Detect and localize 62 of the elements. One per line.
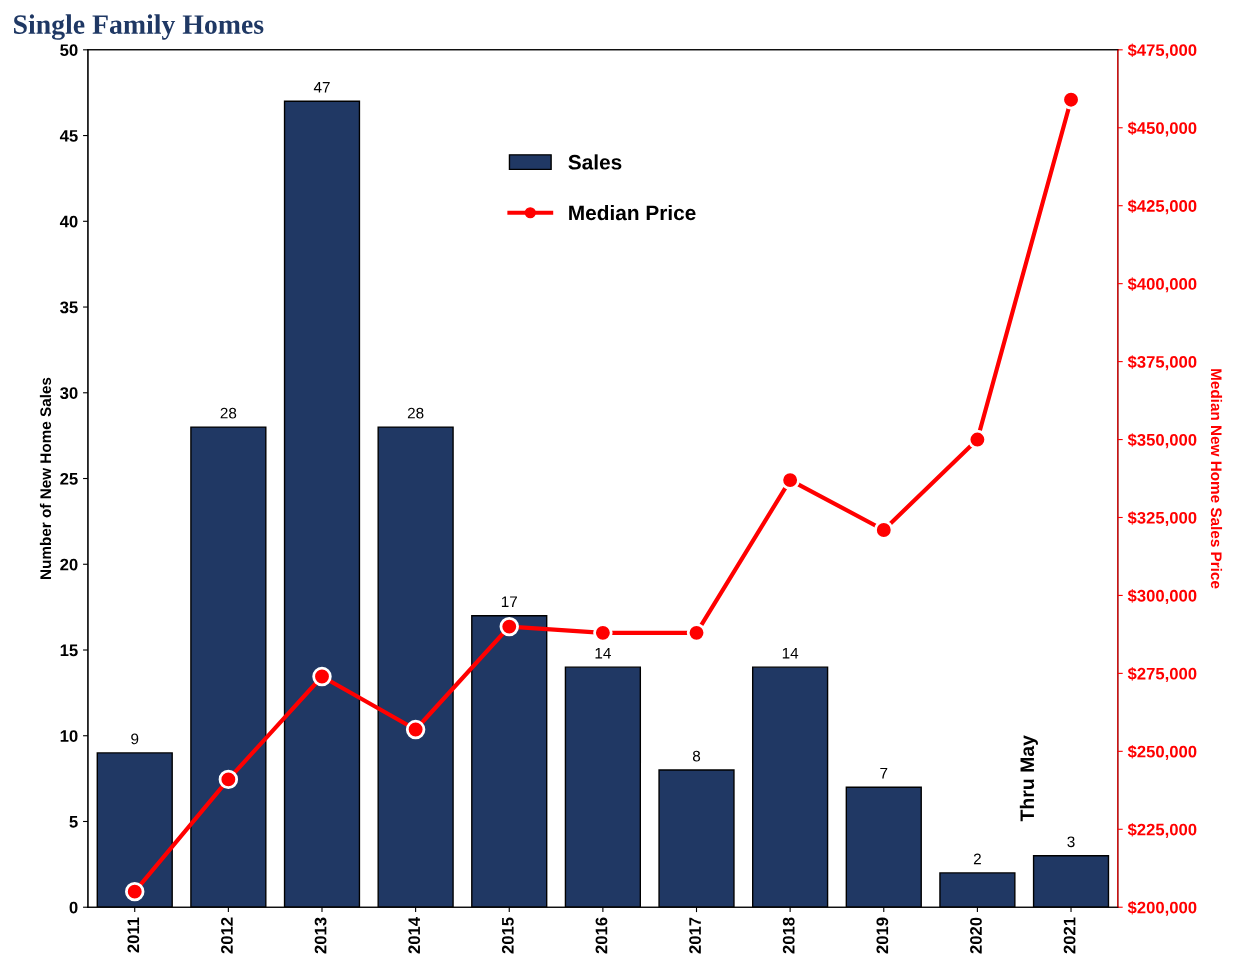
x-tick-label: 2021	[1063, 917, 1076, 954]
y-tick-label: 40	[59, 215, 78, 228]
data-label: 9	[131, 733, 139, 745]
data-label: 7	[880, 767, 888, 779]
data-label: 28	[407, 407, 424, 419]
point	[967, 429, 988, 450]
x-tick-label: 2019	[876, 917, 889, 954]
y-tick-label: 5	[69, 816, 78, 828]
y-tick-label: 35	[60, 301, 78, 314]
y-tick-label: 15	[60, 644, 78, 657]
chart-title: Single Family Homes	[14, 14, 264, 40]
y-tick-label: 30	[60, 387, 78, 400]
point	[1061, 89, 1081, 110]
point	[125, 881, 145, 902]
data-label: 14	[782, 647, 799, 659]
data-label: 2	[973, 853, 981, 865]
data-label: 3	[1067, 836, 1075, 848]
y-axis-title: Number of New Home Sales	[39, 377, 52, 579]
point	[686, 623, 707, 643]
data-label: 14	[595, 647, 611, 659]
point	[218, 769, 239, 790]
x-tick-label: 2013	[314, 917, 327, 954]
y2-tick-label: $250,000	[1127, 745, 1197, 760]
x-tick-label: 2014	[408, 917, 421, 954]
y2-tick-label: $400,000	[1127, 277, 1197, 293]
x-tick-label: 2018	[782, 917, 795, 954]
y2-tick-label: $425,000	[1127, 199, 1197, 215]
y-tick-label: 50	[60, 44, 78, 57]
data-label: 17	[501, 596, 517, 607]
y2-tick-label: $350,000	[1127, 433, 1197, 449]
y2-tick-label: $225,000	[1127, 822, 1197, 838]
annotation: Thru May	[1019, 735, 1038, 822]
x-tick-label: 2015	[501, 917, 514, 954]
y2-tick-label: $275,000	[1127, 667, 1197, 683]
point	[312, 666, 332, 687]
y-tick-label: 25	[60, 472, 78, 485]
x-tick-label: 2020	[970, 917, 982, 954]
x-tick-label: 2012	[221, 917, 233, 954]
x-tick-label: 2011	[127, 917, 140, 953]
data-label: 8	[692, 750, 701, 762]
point	[780, 470, 800, 490]
x-tick-label: 2017	[689, 917, 701, 954]
data-label: 47	[313, 82, 330, 93]
legend-label: Sales	[568, 154, 622, 170]
y2-tick-label: $475,000	[1127, 43, 1197, 59]
point	[499, 616, 519, 637]
point	[593, 623, 613, 643]
y2-tick-label: $325,000	[1127, 511, 1197, 527]
x-tick-label: 2016	[595, 917, 608, 954]
y-tick-label: 0	[69, 901, 78, 914]
point	[405, 719, 426, 740]
data-label: 28	[220, 407, 237, 419]
y2-axis-title: Median New Home Sales Price	[1210, 369, 1223, 589]
legend-label: Median Price	[569, 204, 696, 221]
y2-tick-label: $375,000	[1127, 355, 1197, 371]
y2-tick-label: $300,000	[1127, 589, 1197, 605]
y-tick-label: 20	[60, 558, 78, 571]
point	[874, 520, 894, 540]
y-tick-label: 10	[60, 730, 78, 742]
y2-tick-label: $200,000	[1127, 900, 1197, 916]
y-tick-label: 45	[59, 130, 78, 142]
y2-tick-label: $450,000	[1127, 121, 1197, 137]
